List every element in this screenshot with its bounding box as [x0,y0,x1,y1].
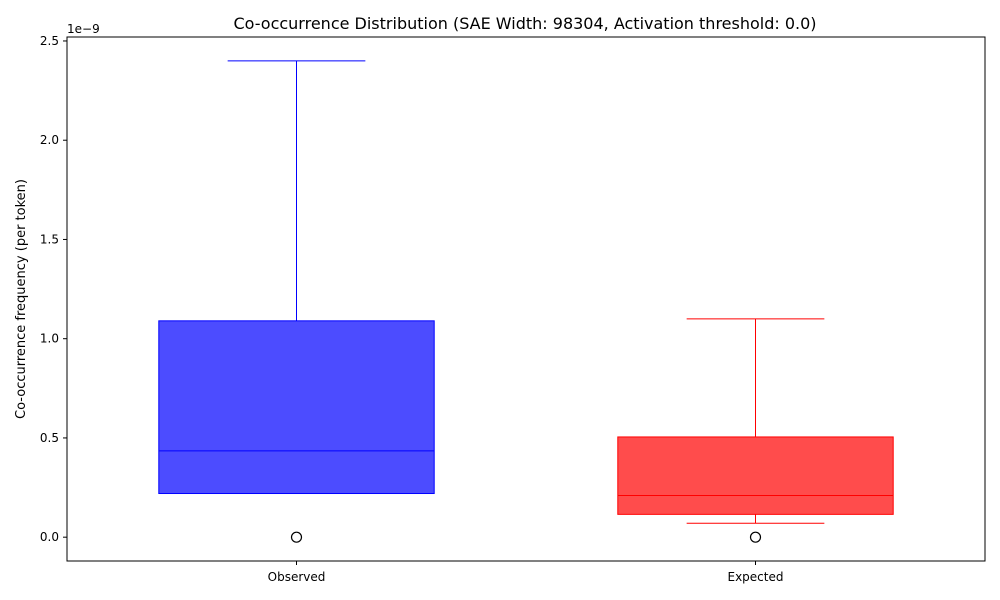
y-offset-label: 1e−9 [67,22,100,36]
box-expected [617,318,894,543]
y-tick-label: 0.5 [40,431,59,445]
y-tick-label: 2.0 [40,133,59,147]
plot-area: 0.0 0.5 1.0 1.5 2.0 2.5 Observed Expected [40,34,894,584]
y-axis-label: Co-occurrence frequency (per token) [14,179,29,419]
y-tick-label: 1.0 [40,332,59,346]
outlier-point [749,531,762,543]
x-tick-label: Expected [728,570,784,584]
box-observed [158,60,435,543]
x-tick-label: Observed [268,570,326,584]
y-tick-label: 2.5 [40,34,59,48]
chart-title: Co-occurrence Distribution (SAE Width: 9… [233,14,816,33]
box-body [158,320,435,495]
y-tick-label: 0.0 [40,530,59,544]
box-body [617,436,894,515]
y-tick-label: 1.5 [40,232,59,246]
outlier-point [290,531,303,543]
plot-frame [66,36,986,562]
